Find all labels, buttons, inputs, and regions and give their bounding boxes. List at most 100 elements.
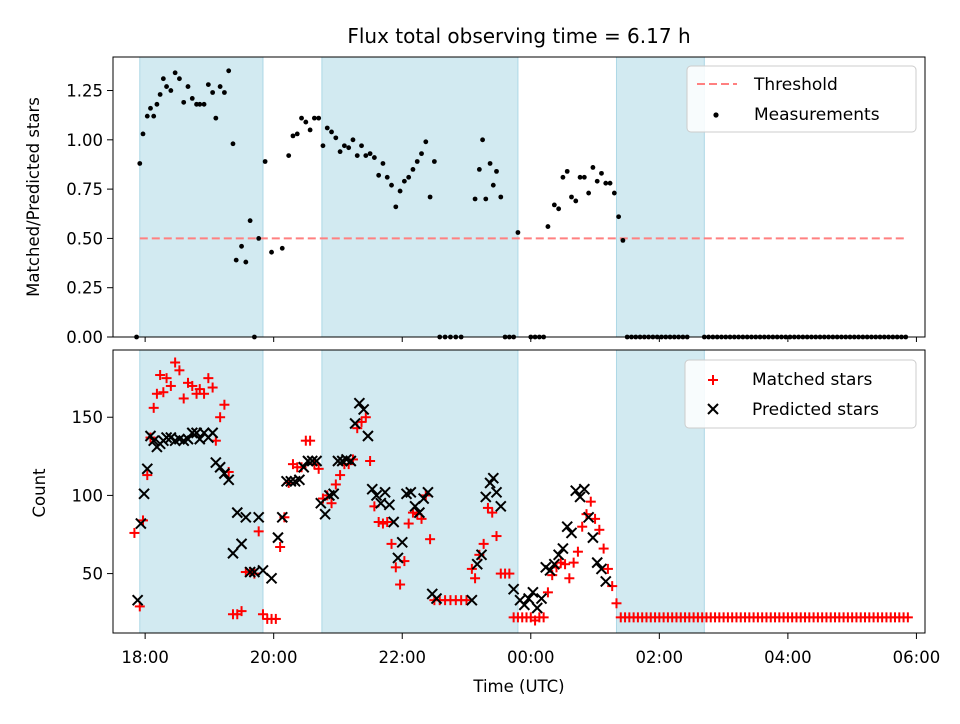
measurement-point bbox=[551, 202, 557, 208]
predicted-star-point bbox=[231, 506, 243, 519]
top-x-ticks bbox=[144, 337, 917, 342]
measurement-point bbox=[581, 174, 587, 180]
measurement-point bbox=[599, 170, 604, 176]
predicted-legend-swatch bbox=[707, 403, 719, 415]
measurement-point bbox=[350, 137, 356, 143]
measurement-point bbox=[401, 178, 407, 184]
measurement-point bbox=[154, 101, 160, 107]
top-y-ticks: 0.00 0.25 0.50 0.75 1.00 1.25 bbox=[66, 82, 113, 347]
matched-star-point bbox=[270, 613, 281, 624]
threshold-legend-label: Threshold bbox=[753, 75, 838, 95]
predicted-star-point bbox=[375, 497, 387, 509]
measurement-point bbox=[311, 115, 317, 121]
x-tick-label: 00:00 bbox=[507, 648, 555, 667]
measurement-point bbox=[410, 166, 416, 172]
matched-star-point bbox=[382, 516, 393, 527]
measurement-point bbox=[611, 190, 617, 196]
measurement-point bbox=[210, 90, 216, 95]
predicted-star-point bbox=[332, 455, 344, 467]
measurement-point bbox=[397, 188, 403, 194]
measurement-point bbox=[414, 159, 420, 164]
predicted-star-point bbox=[527, 586, 539, 599]
predicted-star-point bbox=[531, 602, 543, 614]
measurement-point bbox=[515, 230, 521, 235]
matched-star-point bbox=[165, 380, 176, 391]
matched-star-point bbox=[487, 507, 498, 518]
predicted-star-point bbox=[218, 467, 231, 480]
matched-star-point bbox=[594, 524, 605, 535]
measurement-point bbox=[157, 92, 163, 97]
measurement-point bbox=[490, 182, 496, 188]
measurement-point bbox=[393, 204, 399, 210]
predicted-star-point bbox=[138, 488, 150, 500]
measurement-point bbox=[603, 180, 609, 186]
y-tick-label: 1.00 bbox=[66, 131, 103, 150]
predicted-star-point bbox=[570, 485, 582, 497]
predicted-star-point bbox=[362, 430, 374, 442]
observing-intervals-bottom bbox=[139, 349, 705, 634]
matched-star-point bbox=[577, 521, 588, 532]
predicted-star-point bbox=[366, 483, 378, 495]
matched-star-point bbox=[461, 595, 472, 606]
predicted-star-point bbox=[557, 542, 569, 555]
matched-star-point bbox=[542, 587, 553, 598]
predicted-star-point bbox=[466, 594, 478, 606]
predicted-star-point bbox=[379, 486, 391, 498]
matched-star-point bbox=[215, 412, 226, 423]
matched-star-point bbox=[585, 496, 596, 507]
matched-legend-label: Matched stars bbox=[752, 370, 872, 390]
measurement-point bbox=[564, 168, 570, 174]
predicted-star-point bbox=[235, 538, 248, 550]
matched-star-point bbox=[155, 370, 166, 381]
y-tick-label: 0.00 bbox=[66, 328, 103, 347]
bottom-x-ticks: 18:00 20:00 22:00 00:00 02:00 04:00 06:00 bbox=[121, 633, 940, 667]
predicted-star-point bbox=[507, 583, 520, 595]
measurement-point bbox=[201, 101, 207, 107]
y-tick-label: 0.75 bbox=[66, 180, 103, 199]
measurement-point bbox=[307, 127, 313, 133]
measurement-point bbox=[577, 174, 583, 180]
predicted-star-point bbox=[222, 474, 235, 486]
predicted-star-point bbox=[480, 491, 492, 503]
measurement-point bbox=[472, 196, 478, 202]
matched-star-point bbox=[602, 563, 613, 574]
matched-star-point bbox=[572, 546, 583, 557]
measurement-point bbox=[341, 143, 347, 149]
measurement-point bbox=[427, 194, 433, 200]
measurement-point bbox=[226, 68, 232, 74]
measurement-point bbox=[431, 159, 437, 164]
measurement-point bbox=[494, 168, 499, 174]
predicted-star-point bbox=[148, 434, 160, 447]
top-y-axis-label: Matched/Predicted stars bbox=[24, 97, 43, 297]
measurement-point bbox=[389, 182, 394, 188]
top-axes-frame bbox=[112, 56, 926, 338]
matched-star-point bbox=[148, 402, 159, 413]
measurement-point bbox=[303, 119, 309, 125]
matched-star-point bbox=[360, 412, 371, 423]
y-tick-label: 0.50 bbox=[66, 229, 103, 248]
predicted-star-point bbox=[490, 486, 503, 498]
x-tick-label: 18:00 bbox=[121, 648, 169, 667]
predicted-star-point bbox=[518, 599, 531, 611]
top-legend: Threshold Measurements bbox=[686, 65, 917, 133]
predicted-star-point bbox=[285, 475, 297, 488]
measurement-point bbox=[346, 145, 352, 151]
measurement-point bbox=[172, 70, 178, 76]
measurement-point bbox=[151, 113, 157, 119]
measurement-point bbox=[269, 249, 274, 255]
bottom-y-axis-label: Count bbox=[30, 468, 49, 518]
matched-star-point bbox=[390, 562, 401, 573]
measurement-point bbox=[333, 135, 339, 141]
predicted-star-point bbox=[595, 563, 608, 575]
measurement-point bbox=[213, 115, 219, 121]
shaded-interval bbox=[321, 56, 519, 338]
measurement-point bbox=[144, 113, 150, 119]
measurement-point bbox=[573, 198, 579, 204]
shaded-interval bbox=[139, 349, 264, 634]
predicted-star-point bbox=[265, 572, 278, 584]
matched-star-point bbox=[590, 513, 601, 524]
bottom-legend-box bbox=[684, 359, 917, 429]
measurement-point bbox=[616, 214, 622, 220]
measurement-point bbox=[380, 161, 386, 166]
